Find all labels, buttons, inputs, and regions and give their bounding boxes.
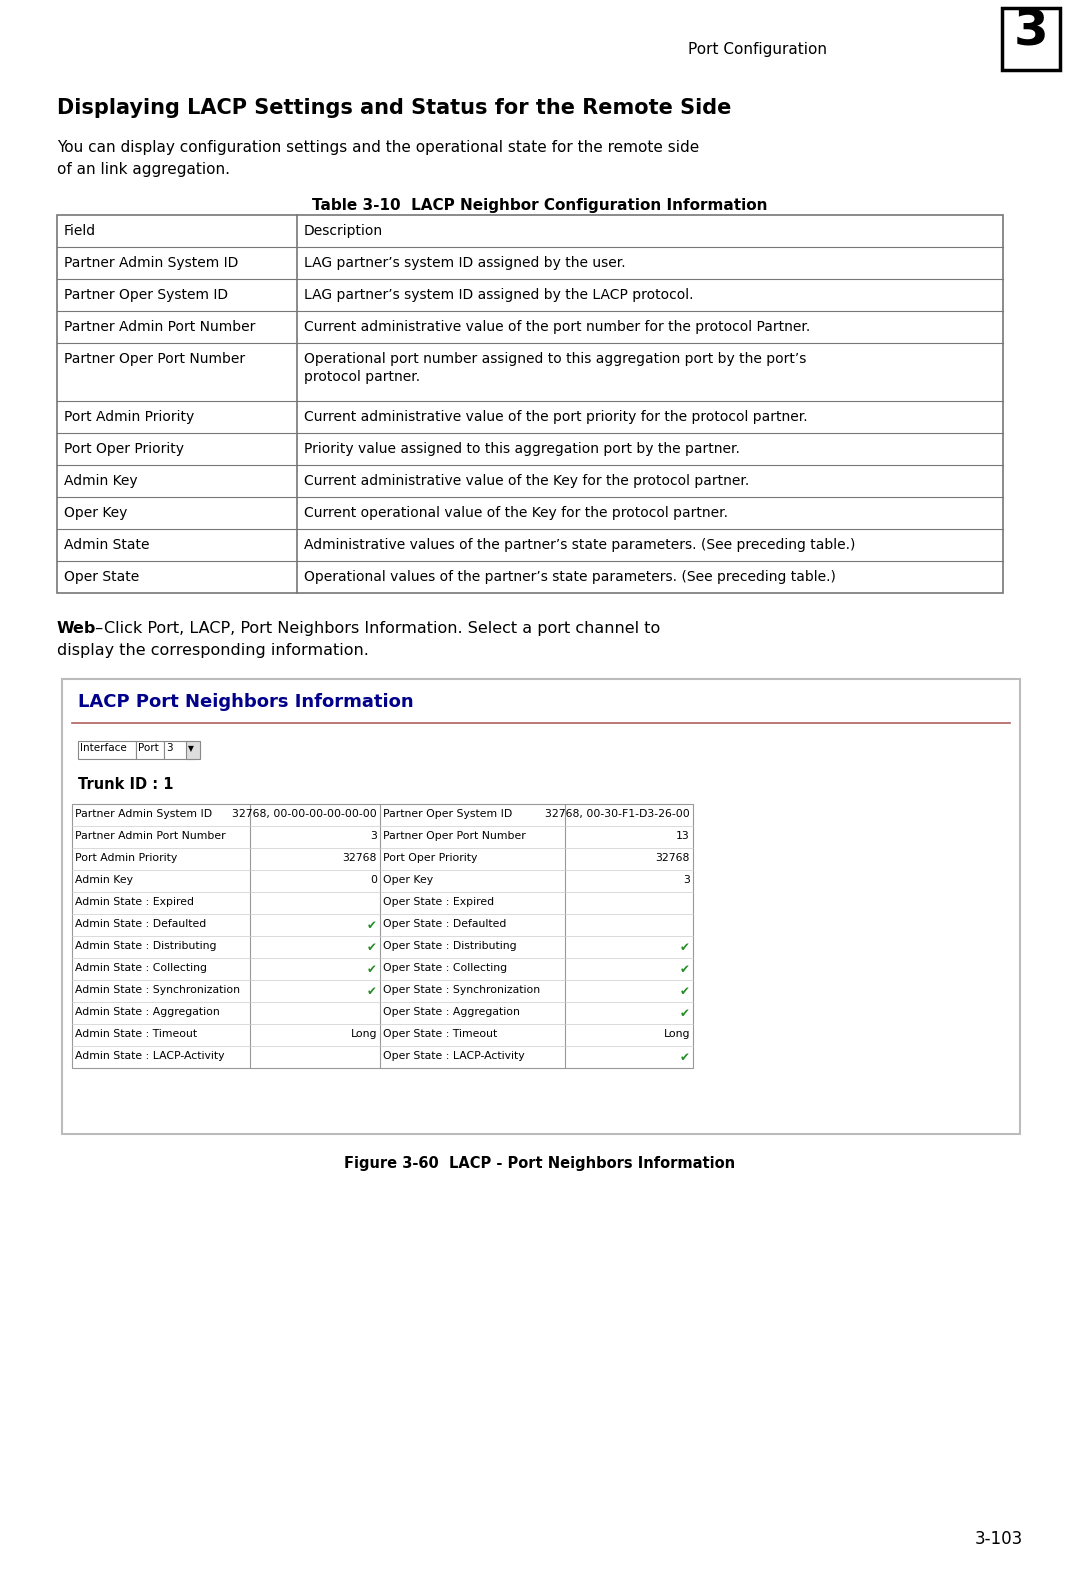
Text: Administrative values of the partner’s state parameters. (See preceding table.): Administrative values of the partner’s s… [303, 539, 855, 553]
Text: Oper State : Defaulted: Oper State : Defaulted [383, 918, 507, 929]
Text: Operational port number assigned to this aggregation port by the port’s: Operational port number assigned to this… [303, 352, 807, 366]
Text: Partner Admin System ID: Partner Admin System ID [75, 809, 212, 820]
Text: Operational values of the partner’s state parameters. (See preceding table.): Operational values of the partner’s stat… [303, 570, 836, 584]
Text: Click Port, LACP, Port Neighbors Information. Select a port channel to: Click Port, LACP, Port Neighbors Informa… [104, 622, 660, 636]
Text: Admin State : Collecting: Admin State : Collecting [75, 962, 207, 973]
Text: Partner Oper Port Number: Partner Oper Port Number [64, 352, 245, 366]
Text: ✔: ✔ [367, 962, 377, 977]
Text: Oper State : Expired: Oper State : Expired [383, 896, 495, 907]
Text: Oper State : LACP-Activity: Oper State : LACP-Activity [383, 1050, 525, 1061]
Text: Current administrative value of the port number for the protocol Partner.: Current administrative value of the port… [303, 320, 810, 334]
Text: Current administrative value of the port priority for the protocol partner.: Current administrative value of the port… [303, 410, 808, 424]
Text: 32768, 00-00-00-00-00-00: 32768, 00-00-00-00-00-00 [232, 809, 377, 820]
Text: ✔: ✔ [367, 984, 377, 999]
Text: Table 3-10  LACP Neighbor Configuration Information: Table 3-10 LACP Neighbor Configuration I… [312, 198, 768, 214]
Text: Oper State : Distributing: Oper State : Distributing [383, 940, 516, 951]
Text: Oper State : Timeout: Oper State : Timeout [383, 1028, 497, 1039]
Text: Priority value assigned to this aggregation port by the partner.: Priority value assigned to this aggregat… [303, 443, 740, 455]
Text: Port Configuration: Port Configuration [688, 42, 827, 57]
Text: LAG partner’s system ID assigned by the user.: LAG partner’s system ID assigned by the … [303, 256, 625, 270]
Text: Oper State : Synchronization: Oper State : Synchronization [383, 984, 540, 995]
Text: Admin Key: Admin Key [75, 874, 133, 885]
Text: 3: 3 [1014, 8, 1049, 57]
Text: Partner Admin System ID: Partner Admin System ID [64, 256, 239, 270]
Text: Admin State : Aggregation: Admin State : Aggregation [75, 1006, 219, 1017]
Text: Oper Key: Oper Key [383, 874, 433, 885]
Text: Partner Admin Port Number: Partner Admin Port Number [75, 831, 226, 842]
Text: Admin Key: Admin Key [64, 474, 137, 488]
Bar [57, 215, 1003, 593]
Text: Admin State : Expired: Admin State : Expired [75, 896, 194, 907]
Text: display the corresponding information.: display the corresponding information. [57, 644, 369, 658]
Text: 3: 3 [166, 743, 173, 754]
Bar [136, 741, 164, 758]
Text: Web: Web [57, 622, 96, 636]
Text: –: – [90, 622, 108, 636]
Bar [72, 804, 693, 1068]
Text: Trunk ID : 1: Trunk ID : 1 [78, 777, 174, 791]
Text: ✔: ✔ [680, 1050, 690, 1064]
Text: ✔: ✔ [680, 940, 690, 955]
Text: 3-103: 3-103 [975, 1531, 1023, 1548]
Text: ✔: ✔ [680, 962, 690, 977]
Text: Interface: Interface [80, 743, 126, 754]
Text: Displaying LACP Settings and Status for the Remote Side: Displaying LACP Settings and Status for … [57, 97, 731, 118]
Text: Current administrative value of the Key for the protocol partner.: Current administrative value of the Key … [303, 474, 750, 488]
Text: Partner Oper System ID: Partner Oper System ID [383, 809, 512, 820]
Text: Field: Field [64, 225, 96, 239]
Text: LACP Port Neighbors Information: LACP Port Neighbors Information [78, 692, 414, 711]
Text: Partner Oper Port Number: Partner Oper Port Number [383, 831, 526, 842]
Text: ✔: ✔ [680, 984, 690, 999]
Text: Oper State : Aggregation: Oper State : Aggregation [383, 1006, 519, 1017]
Text: Admin State : Defaulted: Admin State : Defaulted [75, 918, 206, 929]
Text: 32768: 32768 [342, 853, 377, 864]
Bar [186, 741, 200, 758]
Text: Port Oper Priority: Port Oper Priority [64, 443, 184, 455]
Bar [164, 741, 194, 758]
Text: 32768, 00-30-F1-D3-26-00: 32768, 00-30-F1-D3-26-00 [545, 809, 690, 820]
Text: ▼: ▼ [188, 744, 194, 754]
Text: ✔: ✔ [367, 918, 377, 933]
Text: Port Admin Priority: Port Admin Priority [75, 853, 177, 864]
Text: Admin State : Timeout: Admin State : Timeout [75, 1028, 198, 1039]
Text: Port Admin Priority: Port Admin Priority [64, 410, 194, 424]
Text: Port: Port [138, 743, 159, 754]
Text: Current operational value of the Key for the protocol partner.: Current operational value of the Key for… [303, 506, 728, 520]
Text: Oper Key: Oper Key [64, 506, 127, 520]
Text: Oper State : Collecting: Oper State : Collecting [383, 962, 508, 973]
Text: Admin State : Distributing: Admin State : Distributing [75, 940, 216, 951]
Bar [62, 678, 1020, 1134]
Text: Partner Admin Port Number: Partner Admin Port Number [64, 320, 255, 334]
Bar [78, 741, 136, 758]
Text: 13: 13 [676, 831, 690, 842]
Text: 32768: 32768 [656, 853, 690, 864]
Text: of an link aggregation.: of an link aggregation. [57, 162, 230, 177]
Text: Figure 3-60  LACP - Port Neighbors Information: Figure 3-60 LACP - Port Neighbors Inform… [345, 1156, 735, 1171]
Text: ✔: ✔ [680, 1006, 690, 1020]
Text: LAG partner’s system ID assigned by the LACP protocol.: LAG partner’s system ID assigned by the … [303, 287, 693, 301]
Text: 3: 3 [684, 874, 690, 885]
Text: 3: 3 [370, 831, 377, 842]
Text: Partner Oper System ID: Partner Oper System ID [64, 287, 228, 301]
Text: protocol partner.: protocol partner. [303, 371, 420, 385]
Bar [1002, 8, 1059, 71]
Text: You can display configuration settings and the operational state for the remote : You can display configuration settings a… [57, 140, 699, 155]
Text: Long: Long [663, 1028, 690, 1039]
Text: Port Oper Priority: Port Oper Priority [383, 853, 477, 864]
Text: Oper State: Oper State [64, 570, 139, 584]
Text: Description: Description [303, 225, 383, 239]
Text: Long: Long [351, 1028, 377, 1039]
Text: Admin State : Synchronization: Admin State : Synchronization [75, 984, 240, 995]
Text: 0: 0 [370, 874, 377, 885]
Text: Admin State: Admin State [64, 539, 149, 553]
Text: ✔: ✔ [367, 940, 377, 955]
Text: Admin State : LACP-Activity: Admin State : LACP-Activity [75, 1050, 225, 1061]
